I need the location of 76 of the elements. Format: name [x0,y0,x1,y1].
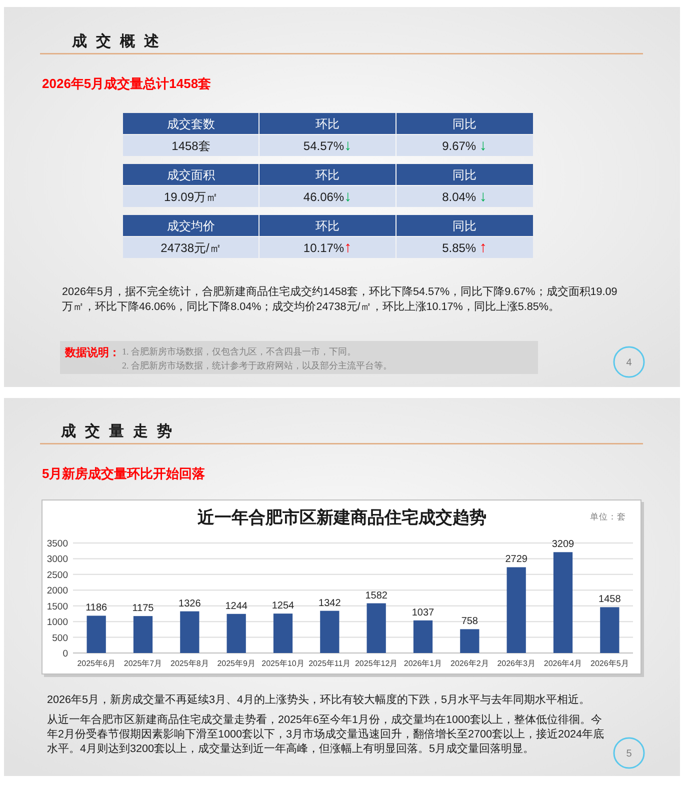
text: 2026年5月，新房成交量不再延续3月、4月的上涨势头，环比有较大幅度的下跌，5月水平与去年同期水平相近。 [47,693,590,706]
text: 2026年5月成交量总计1458套 [42,76,212,91]
data-label: 1342 [318,598,342,609]
bar [180,611,200,653]
text: 同比 [452,117,476,131]
x-tick-label: 2026年2月 [450,659,489,668]
x-tick-label: 2025年8月 [170,659,209,668]
text: 54.57%↓ [303,137,352,154]
text: 9.67% ↓ [442,137,487,154]
data-label: 1326 [178,598,202,610]
bar [506,567,526,653]
data-label: 1186 [86,602,108,614]
chart-title: 近一年合肥市区新建商品住宅成交趋势 [196,508,486,527]
bar [366,603,386,653]
y-tick-label: 1500 [46,601,68,612]
data-label: 2729 [505,554,528,566]
text: 46.06%↓ [303,188,352,205]
bar [460,629,480,653]
text: 成交量走势 [60,422,181,440]
x-tick-label: 2025年6月 [77,659,116,668]
data-label: 1458 [598,594,622,606]
y-tick-label: 1000 [46,617,68,628]
bar [226,614,246,653]
text: 19.09万㎡ [164,190,218,204]
x-tick-label: 2025年7月 [124,659,162,668]
data-label: 3209 [552,539,575,550]
text: 环比 [316,168,340,182]
data-label: 1037 [412,607,435,618]
text: 5月新房成交量环比开始回落 [42,466,206,481]
text: 24738元/㎡ [160,241,222,255]
text: 8.04% ↓ [442,188,487,205]
text: 1458套 [172,139,210,153]
bar [133,616,153,653]
bar [413,620,433,653]
data-label: 758 [461,616,478,628]
y-tick-label: 500 [52,632,68,644]
y-tick-label: 3000 [46,554,68,566]
data-label: 1244 [225,600,248,612]
bar [600,607,620,653]
bar [320,610,340,653]
bar [273,614,293,653]
text: 环比 [316,219,340,233]
text: 5.85% ↑ [442,239,487,256]
data-label: 1254 [272,600,295,612]
text: 5 [626,748,632,760]
text: 2026年5月，据不完全统计，合肥新建商品住宅成交约1458套，环比下降54.57%，同比下降9.67%；成交面积19.09万㎡，环比下降46.06%，同比下降8.04%；成交均价24738元/㎡，环比上涨10.17%，同比上涨5.85%。 [62,285,618,313]
x-tick-label: 2025年10月 [262,659,304,668]
bar [86,616,106,653]
text: 4 [626,358,632,368]
y-tick-label: 3500 [46,538,68,550]
x-tick-label: 2025年11月 [308,659,351,668]
text: 环比 [316,117,340,131]
x-tick-label: 2026年4月 [544,659,582,668]
text: 成交均价 [167,219,215,233]
x-tick-label: 2025年12月 [354,659,398,668]
text: 数据说明： [64,346,120,359]
y-tick-label: 2000 [46,586,68,597]
x-tick-label: 2026年3月 [497,659,536,668]
text: 成交概述 [71,32,168,50]
x-tick-label: 2026年5月 [590,659,629,668]
y-tick-label: 2500 [46,570,68,581]
y-tick-label: 0 [62,648,68,660]
text: 1. 合肥新房市场数据，仅包含九区，不含四县一市，下同。 [122,346,356,356]
text: 成交面积 [167,168,215,182]
x-tick-label: 2025年9月 [217,659,256,668]
text: 2. 合肥新房市场数据，统计参考于政府网站，以及部分主流平台等。 [122,360,392,370]
y-axis-title: 单位：套 [590,512,626,522]
x-tick-label: 2026年1月 [404,659,442,668]
text: 从近一年合肥市区新建商品住宅成交量走势看，2025年6至今年1月份，成交量均在1000套以上，整体低位徘徊。今年2月份受春节假期因素影响下滑至1000套以下，3月市场成交量迅速回升，翻倍增长至2700套以上，接近2024年底水平。4月则达到3200套以上，成交量达到近一年高峰，但涨幅上有明显回落。5月成交量回落明显。 [47,713,604,755]
text: 10.17%↑ [303,239,352,256]
data-label: 1582 [365,590,388,602]
text: 成交套数 [167,117,215,131]
text: 同比 [452,219,476,233]
data-label: 1175 [132,603,154,614]
bar [553,552,573,653]
text: 同比 [452,168,476,182]
